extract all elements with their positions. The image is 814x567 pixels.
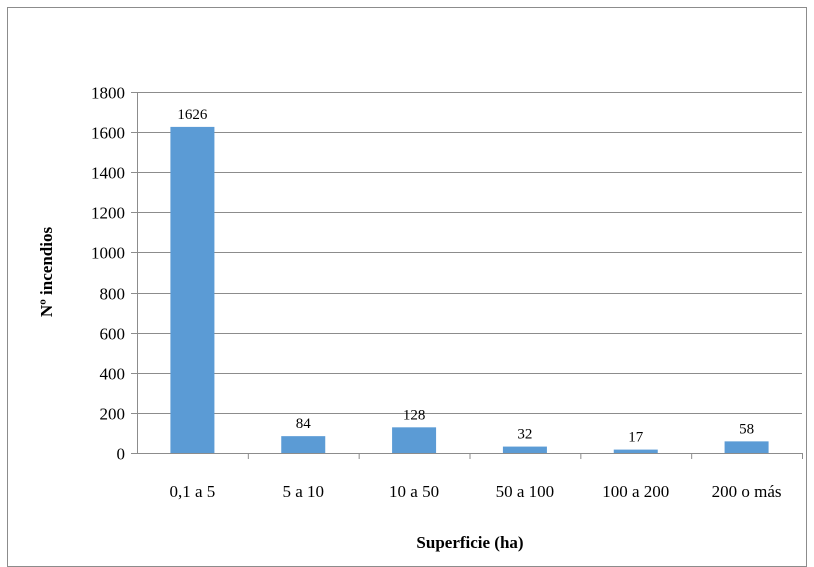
- bar: [613, 449, 658, 453]
- x-tick-label: 200 o más: [712, 482, 782, 501]
- y-tick-label: 800: [100, 285, 126, 304]
- bar: [170, 126, 215, 453]
- y-tick-label: 1600: [91, 124, 125, 143]
- data-label: 1626: [177, 107, 208, 123]
- gridlines: [137, 92, 802, 414]
- y-axis-title: Nº incendios: [37, 227, 56, 318]
- y-tick-label: 400: [100, 365, 126, 384]
- y-tick-label: 1000: [91, 244, 125, 263]
- y-tick-label: 1800: [91, 84, 125, 103]
- chart-frame: [7, 7, 807, 567]
- y-tick-label: 1400: [91, 164, 125, 183]
- x-axis-title: Superficie (ha): [416, 533, 523, 552]
- data-label: 58: [739, 421, 754, 437]
- data-labels: 1626 84 128 32 17 58: [177, 107, 754, 446]
- x-tick-label: 10 a 50: [389, 482, 439, 501]
- axes: [131, 92, 803, 459]
- bar: [281, 436, 326, 453]
- data-label: 17: [628, 430, 644, 446]
- x-tick-labels: 0,1 a 5 5 a 10 10 a 50 50 a 100 100 a 200 200…: [170, 482, 782, 501]
- data-label: 84: [296, 416, 312, 432]
- y-tick-label: 600: [100, 325, 126, 344]
- bar: [724, 441, 769, 453]
- data-label: 128: [403, 407, 426, 423]
- bars: [170, 126, 769, 453]
- y-tick-labels: 0 200 400 600 800 1000 1200 1400 1600 1800: [91, 84, 125, 464]
- x-tick-label: 5 a 10: [282, 482, 324, 501]
- data-label: 32: [517, 427, 532, 443]
- y-tick-label: 200: [100, 405, 126, 424]
- y-tick-label: 1200: [91, 204, 125, 223]
- y-tick-label: 0: [117, 445, 126, 464]
- x-tick-label: 50 a 100: [496, 482, 555, 501]
- x-tick-label: 0,1 a 5: [170, 482, 216, 501]
- bar: [392, 427, 437, 453]
- x-tick-label: 100 a 200: [602, 482, 669, 501]
- bar: [502, 446, 547, 453]
